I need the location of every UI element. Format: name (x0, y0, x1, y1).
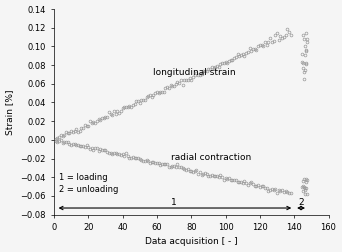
Text: 2: 2 (298, 198, 304, 207)
Text: 1: 1 (171, 198, 177, 207)
Text: radial contraction: radial contraction (171, 153, 251, 162)
Text: longitudinal strain: longitudinal strain (154, 68, 236, 77)
Text: 1 = loading
2 = unloading: 1 = loading 2 = unloading (59, 173, 118, 194)
X-axis label: Data acquisition [ - ]: Data acquisition [ - ] (145, 237, 238, 246)
Y-axis label: Strain [%]: Strain [%] (5, 89, 15, 135)
